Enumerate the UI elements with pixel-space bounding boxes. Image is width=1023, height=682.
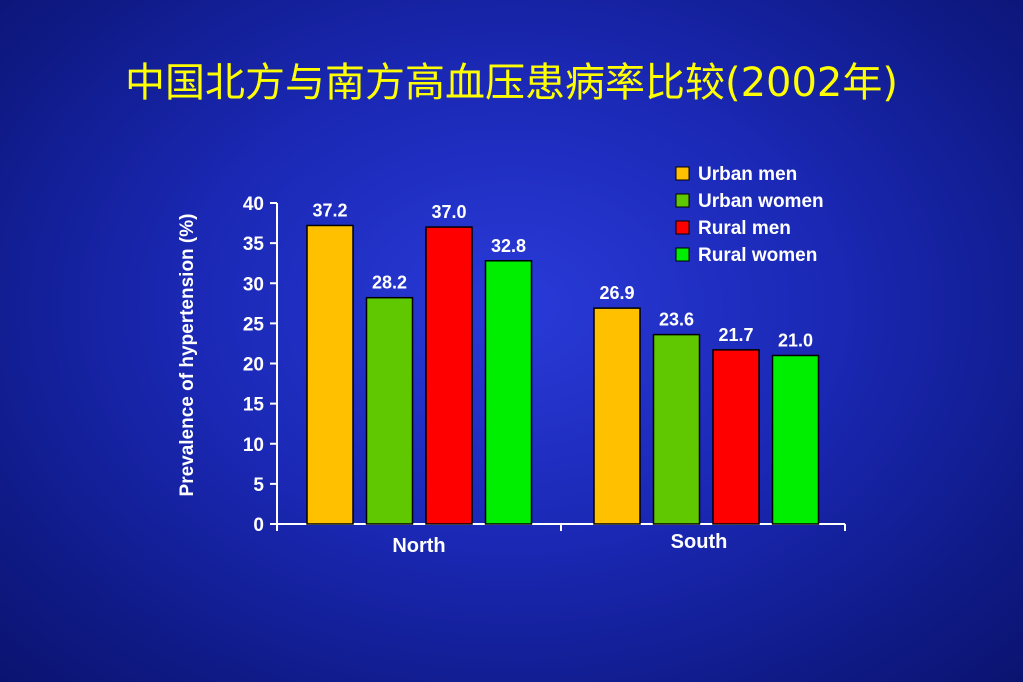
y-tick-label: 5: [253, 475, 264, 496]
bar: [484, 260, 533, 525]
data-label: 26.9: [599, 283, 634, 303]
category-label: North: [392, 535, 445, 557]
legend-swatch: [675, 247, 690, 262]
data-label: 37.2: [312, 200, 347, 220]
bar: [306, 224, 354, 525]
legend-swatch: [675, 193, 690, 208]
data-label: 37.0: [431, 202, 466, 222]
y-tick-label: 30: [243, 274, 264, 295]
y-tick-label: 0: [253, 515, 264, 536]
x-axis: North South: [276, 523, 846, 557]
bar: [771, 354, 820, 525]
bar: [365, 296, 414, 525]
y-tick-label: 25: [243, 314, 265, 335]
data-label: 32.8: [491, 236, 526, 256]
legend-label: Urban women: [698, 191, 824, 212]
bar: [652, 333, 701, 525]
legend: Urban men Urban women Rural men Rural women: [675, 164, 824, 266]
legend-swatch: [675, 166, 690, 181]
legend-label: Urban men: [698, 164, 797, 185]
data-label: 21.0: [778, 330, 813, 350]
legend-label: Rural men: [698, 218, 791, 239]
bars: 37.2 28.2 37.0 32.8 26.9 23.6 21.7 21.0: [306, 200, 820, 525]
y-tick-label: 35: [243, 234, 265, 255]
y-tick-label: 10: [243, 435, 264, 456]
y-tick-label: 40: [243, 194, 264, 215]
category-label: South: [671, 531, 728, 553]
y-tick-label: 15: [243, 395, 265, 416]
legend-swatch: [675, 220, 690, 235]
y-axis-label: Prevalence of hypertension (%): [177, 214, 198, 497]
y-axis: 0 5 10 15 20 25 30 35 40: [243, 194, 278, 536]
data-label: 23.6: [659, 310, 694, 330]
bar: [593, 307, 641, 525]
bar: [425, 226, 473, 525]
slide-title: 中国北方与南方高血压患病率比较(2002年): [124, 60, 898, 106]
data-label: 21.7: [718, 325, 753, 345]
data-label: 28.2: [372, 273, 407, 293]
y-tick-label: 20: [243, 355, 264, 376]
legend-label: Rural women: [698, 245, 817, 266]
bar: [712, 349, 760, 525]
